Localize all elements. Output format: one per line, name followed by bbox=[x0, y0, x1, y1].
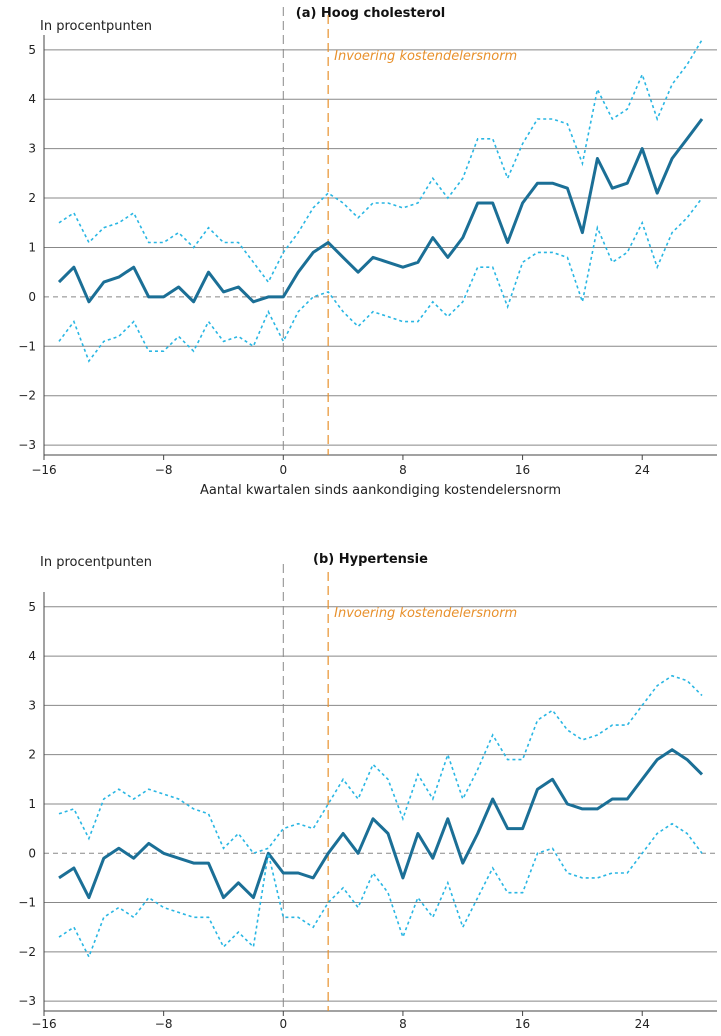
chart-title: (a) Hoog cholesterol bbox=[296, 6, 446, 21]
series-estimate-line bbox=[57, 118, 704, 304]
y-tick-label: −1 bbox=[18, 339, 36, 353]
y-tick-label: 4 bbox=[28, 649, 36, 663]
series-ci-upper-line bbox=[58, 39, 703, 284]
series-ci-lower-line bbox=[58, 197, 703, 363]
y-tick-label: 4 bbox=[28, 92, 36, 106]
x-tick-label: 8 bbox=[399, 463, 407, 477]
y-tick-label: −2 bbox=[18, 945, 36, 959]
x-tick-label: 24 bbox=[635, 463, 650, 477]
y-tick-label: −3 bbox=[18, 438, 36, 452]
y-tick-label: 0 bbox=[28, 290, 36, 304]
y-tick-label: −3 bbox=[18, 994, 36, 1008]
introduction-annotation: Invoering kostendelersnorm bbox=[334, 606, 517, 621]
y-tick-label: 0 bbox=[28, 846, 36, 860]
x-tick-label: −16 bbox=[31, 1017, 56, 1031]
chart-title: (b) Hypertensie bbox=[313, 552, 428, 567]
series-ci-lower-line bbox=[58, 822, 703, 959]
x-tick-label: 0 bbox=[279, 463, 287, 477]
y-tick-label: 1 bbox=[28, 797, 36, 811]
y-tick-label: 2 bbox=[28, 191, 36, 205]
introduction-annotation: Invoering kostendelersnorm bbox=[334, 49, 517, 64]
x-tick-label: −8 bbox=[155, 1017, 173, 1031]
x-tick-label: −8 bbox=[155, 463, 173, 477]
x-axis-label: Aantal kwartalen sinds aankondiging kost… bbox=[200, 483, 561, 498]
y-tick-label: −2 bbox=[18, 389, 36, 403]
x-tick-label: 16 bbox=[515, 1017, 530, 1031]
chart-panel-a: (a) Hoog cholesterol In procentpunten −3 −2… bbox=[18, 6, 717, 498]
x-tick-label: 0 bbox=[279, 1017, 287, 1031]
x-tick-label: 8 bbox=[399, 1017, 407, 1031]
x-tick-label: −16 bbox=[31, 463, 56, 477]
chart-panel-b: (b) Hypertensie In procentpunten −3 −2 −1 0 1 2… bbox=[18, 552, 717, 1036]
x-tick-label: 16 bbox=[515, 463, 530, 477]
y-tick-label: −1 bbox=[18, 896, 36, 910]
x-tick-label: 24 bbox=[635, 1017, 650, 1031]
y-axis-label: In procentpunten bbox=[40, 555, 152, 570]
y-tick-label: 2 bbox=[28, 748, 36, 762]
series-estimate-line bbox=[58, 748, 704, 900]
y-tick-label: 1 bbox=[28, 240, 36, 254]
y-tick-label: 5 bbox=[28, 43, 36, 57]
y-tick-label: 3 bbox=[28, 698, 36, 712]
y-axis-label: In procentpunten bbox=[40, 19, 152, 34]
y-tick-label: 5 bbox=[28, 600, 36, 614]
series-ci-upper-line bbox=[58, 674, 703, 855]
y-tick-label: 3 bbox=[28, 142, 36, 156]
